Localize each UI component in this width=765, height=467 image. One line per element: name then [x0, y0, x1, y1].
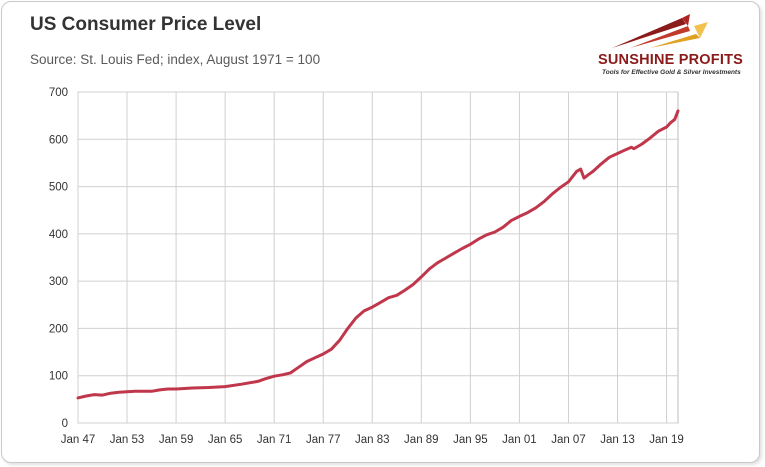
- x-tick-label: Jan 95: [453, 434, 488, 446]
- cpi-series-line: [76, 109, 680, 400]
- logo-name: SUNSHINE PROFITS: [598, 52, 743, 68]
- sunshine-profits-logo: SUNSHINE PROFITS Tools for Effective Gol…: [590, 12, 760, 82]
- y-tick-label: 100: [49, 371, 68, 383]
- sunshine-logo-icon: [612, 14, 708, 48]
- x-tick-label: Jan 77: [306, 434, 341, 446]
- y-tick-label: 700: [49, 87, 68, 99]
- x-tick-label: Jan 47: [61, 434, 96, 446]
- y-tick-label: 0: [62, 418, 68, 430]
- x-tick-label: Jan 71: [257, 434, 292, 446]
- x-tick-label: Jan 07: [551, 434, 586, 446]
- x-tick-label: Jan 83: [355, 434, 390, 446]
- y-axis-ticks: 0 100 200 300 400 500 600 700: [49, 87, 68, 430]
- logo-tagline: Tools for Effective Gold & Silver Invest…: [602, 69, 741, 76]
- y-tick-label: 200: [49, 323, 68, 335]
- x-tick-label: Jan 01: [502, 434, 537, 446]
- x-tick-label: Jan 53: [110, 434, 145, 446]
- grid-lines: [77, 91, 678, 424]
- x-tick-label: Jan 59: [159, 434, 194, 446]
- chart-title: US Consumer Price Level: [30, 14, 262, 35]
- y-tick-label: 500: [49, 182, 68, 194]
- x-tick-label: Jan 19: [649, 434, 684, 446]
- chart-subtitle: Source: St. Louis Fed; index, August 197…: [30, 52, 321, 67]
- y-tick-label: 400: [49, 229, 68, 241]
- x-tick-label: Jan 13: [600, 434, 635, 446]
- plot-area: [77, 91, 679, 424]
- x-tick-label: Jan 65: [208, 434, 243, 446]
- series-layer: [76, 109, 680, 400]
- y-tick-label: 300: [49, 276, 68, 288]
- x-axis-ticks: Jan 47 Jan 53 Jan 59 Jan 65 Jan 71 Jan 77 Jan …: [61, 434, 684, 446]
- y-tick-label: 600: [49, 134, 68, 146]
- x-tick-label: Jan 89: [404, 434, 439, 446]
